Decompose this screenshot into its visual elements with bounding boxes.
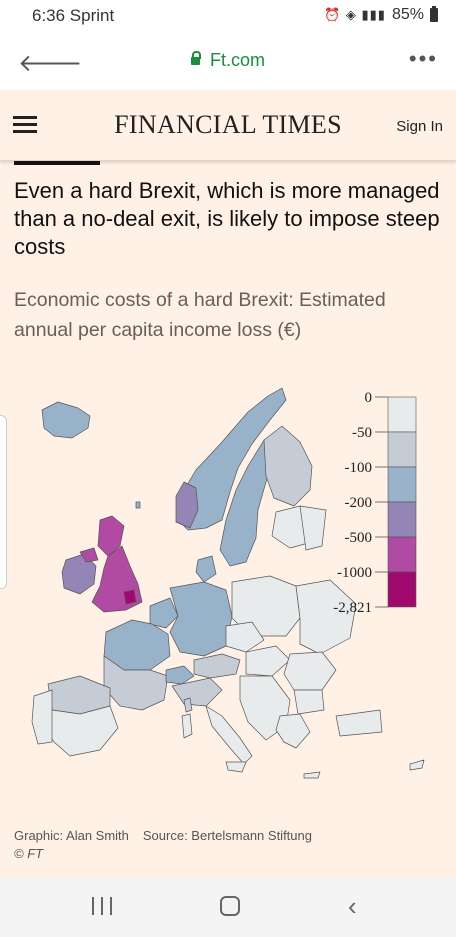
legend-swatch (387, 431, 417, 468)
region-finland (263, 425, 313, 507)
home-icon[interactable] (220, 896, 240, 916)
region-czechia (225, 621, 265, 653)
battery-level: 85% (391, 6, 424, 23)
region-norway-west (175, 481, 199, 529)
chart-subtitle: Economic costs of a hard Brexit: Estimat… (14, 289, 386, 341)
region-poland (231, 575, 301, 637)
headline-rule (14, 161, 100, 165)
recent-apps-icon[interactable] (92, 897, 112, 915)
region-greece (275, 713, 311, 749)
legend-label: -1000 (337, 565, 372, 581)
region-northern-ireland (79, 547, 99, 563)
ft-header: FINANCIAL TIMES Sign In (0, 92, 456, 161)
chart-credits: Graphic: Alan Smith Source: Bertelsmann S… (14, 828, 312, 864)
legend-label: -50 (352, 425, 372, 441)
more-options-icon[interactable]: ••• (408, 46, 438, 71)
url-text: Ft.com (209, 50, 265, 70)
copyright: © FT (14, 846, 44, 861)
region-romania (283, 651, 337, 691)
legend-label: -500 (345, 530, 373, 546)
region-ukraine (295, 579, 357, 655)
legend-swatch (387, 466, 417, 503)
legend-label: -2,821 (333, 600, 372, 616)
address-bar[interactable]: Ft.com (0, 50, 456, 71)
lock-icon (190, 51, 201, 65)
menu-icon[interactable] (13, 116, 37, 134)
source-credit: Source: Bertelsmann Stiftung (142, 828, 312, 843)
region-switzerland (165, 665, 195, 685)
region-norway (175, 387, 287, 531)
sign-in-link[interactable]: Sign In (396, 118, 443, 135)
region-iceland (41, 401, 91, 439)
legend-label: -200 (345, 495, 373, 511)
signal-icon: ⏰ ◈ ▮▮▮ (324, 7, 386, 22)
region-crete (303, 771, 321, 779)
article-headline: Even a hard Brexit, which is more manage… (14, 178, 440, 259)
region-bulgaria (293, 689, 325, 715)
graphic-credit: Graphic: Alan Smith (14, 828, 129, 843)
legend-swatch (387, 571, 417, 608)
battery-icon (430, 6, 438, 22)
back-icon[interactable]: ‹ (348, 891, 357, 921)
region-sardinia (181, 713, 193, 739)
browser-toolbar: 🡐 Ft.com ••• (0, 32, 456, 90)
region-benelux (149, 597, 179, 629)
region-sweden (219, 439, 275, 567)
status-bar: 6:36 Sprint ⏰ ◈ ▮▮▮ 85% (0, 0, 456, 32)
region-france-north (103, 619, 171, 671)
region-spain-south (43, 705, 119, 757)
legend-swatch (387, 501, 417, 538)
region-austria (193, 653, 241, 679)
legend-label: 0 (365, 390, 373, 406)
region-denmark (195, 555, 217, 583)
map-regions (31, 387, 425, 779)
region-faroe (135, 501, 141, 509)
region-italy-north (171, 677, 223, 707)
brand-logo[interactable]: FINANCIAL TIMES (114, 110, 342, 139)
region-portugal (31, 689, 53, 745)
region-london (123, 589, 137, 605)
back-arrow-icon[interactable]: 🡐 (18, 50, 83, 77)
region-russia-west (299, 505, 327, 551)
map-legend: 0 -50 -100 -200 -500 -1000 -2,821 (333, 390, 417, 616)
legend-swatch (387, 396, 417, 433)
region-italy-south (205, 705, 253, 765)
region-cyprus (409, 759, 425, 771)
region-sicily (225, 761, 247, 773)
region-turkey (335, 709, 383, 737)
region-corsica (183, 697, 193, 713)
region-scotland (97, 515, 125, 557)
status-icons: ⏰ ◈ ▮▮▮ 85% (324, 6, 438, 24)
legend-swatch (387, 536, 417, 573)
europe-choropleth-map: 0 -50 -100 -200 -500 -1000 -2,821 (31, 387, 425, 779)
status-time: 6:36 Sprint (32, 6, 115, 25)
legend-label: -100 (345, 460, 373, 476)
region-hungary (245, 645, 291, 677)
region-germany (169, 581, 233, 657)
system-nav-bar: ‹ (0, 877, 456, 937)
